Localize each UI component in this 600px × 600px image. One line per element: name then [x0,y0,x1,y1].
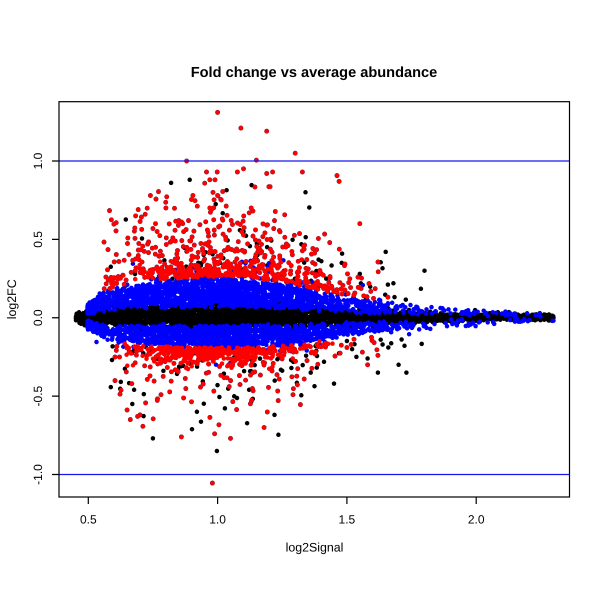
svg-text:0.5: 0.5 [31,231,45,248]
svg-text:2.0: 2.0 [468,513,485,527]
svg-text:1.0: 1.0 [31,152,45,169]
svg-text:log2FC: log2FC [5,279,19,319]
svg-text:1.5: 1.5 [339,513,356,527]
svg-text:-0.5: -0.5 [31,385,45,406]
svg-text:0.0: 0.0 [31,309,45,326]
svg-text:-1.0: -1.0 [31,464,45,485]
svg-text:1.0: 1.0 [209,513,226,527]
svg-text:0.5: 0.5 [80,513,97,527]
svg-text:Fold change vs average abundan: Fold change vs average abundance [191,65,438,81]
svg-text:log2Signal: log2Signal [286,541,344,555]
